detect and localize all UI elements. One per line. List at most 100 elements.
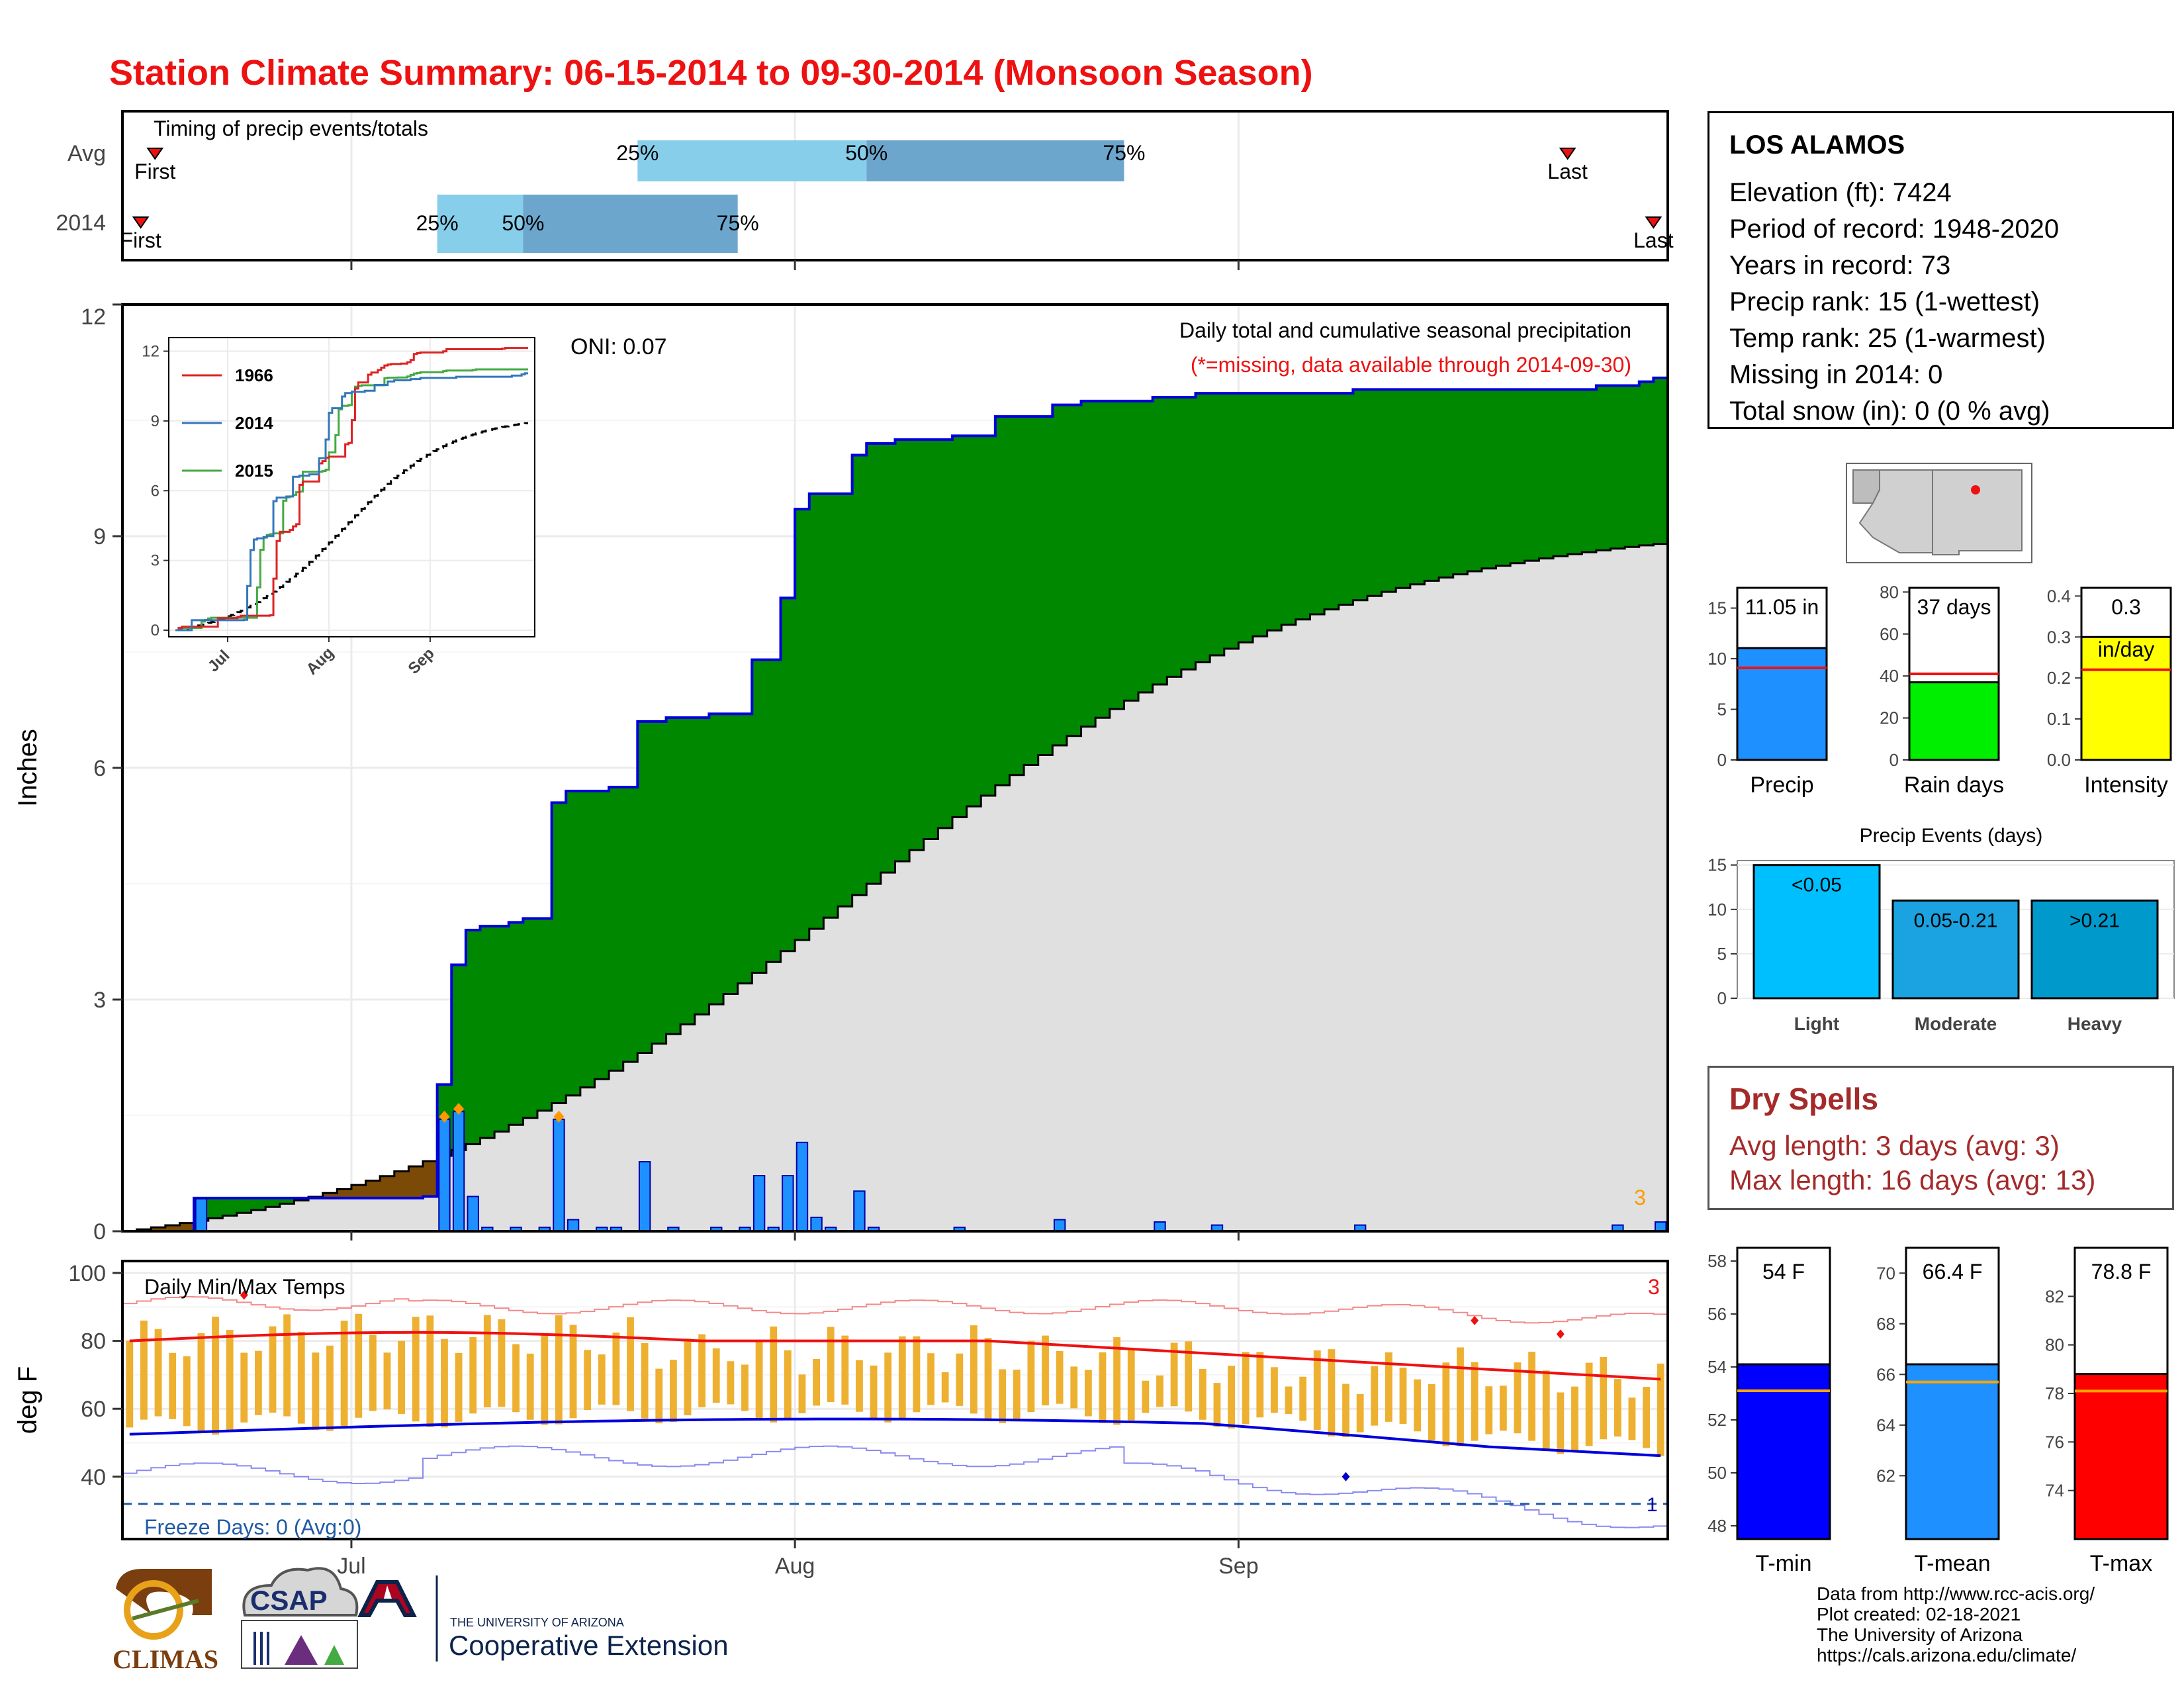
daily-temp-bar <box>169 1352 177 1419</box>
main-ytick-label: 3 <box>93 988 106 1013</box>
temp-summary-tick-label: 54 <box>1707 1357 1727 1377</box>
record-marker-icon <box>553 1110 565 1123</box>
daily-temp-bar <box>355 1313 363 1418</box>
timing-marker-icon <box>1645 216 1662 229</box>
above-avg-segment <box>1295 393 1311 620</box>
daily-temp-bar <box>512 1344 520 1413</box>
daily-temp-bar <box>1228 1366 1235 1429</box>
daily-temp-bar <box>1256 1352 1264 1418</box>
above-avg-segment <box>752 659 767 973</box>
timing-last-label: Last <box>1633 228 1674 252</box>
daily-temp-bar <box>655 1368 663 1424</box>
university-of-arizona-logo: THE UNIVERSITY OF ARIZONA Cooperative Ex… <box>357 1575 729 1662</box>
daily-temp-bar <box>555 1315 563 1425</box>
above-avg-segment <box>1639 381 1654 545</box>
daily-precip-bar <box>452 1111 465 1232</box>
below-avg-segment <box>322 1193 338 1198</box>
below-avg-segment <box>423 1161 438 1197</box>
summary-bar-tick-label: 0.1 <box>2047 709 2071 729</box>
daily-temp-bar <box>326 1345 334 1431</box>
timing-marker-icon <box>1559 148 1576 160</box>
credit-line: Plot created: 02-18-2021 <box>1817 1604 2021 1624</box>
daily-precip-bar <box>467 1196 479 1232</box>
timing-bar-50-75 <box>523 195 738 253</box>
summary-bar-tick-label: 0.4 <box>2047 586 2071 606</box>
dry-spells-title: Dry Spells <box>1729 1082 1878 1116</box>
above-avg-segment <box>852 455 867 896</box>
summary-bar-tick-label: 0 <box>1889 750 1899 770</box>
above-avg-segment <box>580 791 596 1088</box>
temp-xtick-label: Jul <box>337 1554 365 1579</box>
temp-record-marker-icon <box>1556 1329 1565 1339</box>
temp-record-marker-icon <box>1471 1315 1479 1325</box>
summary-bar-tick-label: 80 <box>1880 582 1899 602</box>
above-avg-segment <box>1253 393 1268 637</box>
timing-bar-50-75 <box>866 140 1124 181</box>
avg-cumulative-line <box>122 543 1668 1233</box>
summary-bars: 0 5 10 15 11.05 in Precip 0 20 40 60 80 37 days Rain… <box>1707 582 2172 798</box>
temperature-summary-bars: 48 50 52 54 56 58 54 F T-min 62 64 66 68 70 66.4 F T-m… <box>1707 1246 2169 1576</box>
above-avg-segment <box>236 1197 252 1213</box>
daily-temp-bar <box>913 1336 921 1413</box>
daily-temp-bar <box>183 1356 191 1427</box>
dry-spells-box: Dry Spells Avg length: 3 days (avg: 3) M… <box>1707 1066 2174 1210</box>
daily-temp-bar <box>226 1330 234 1431</box>
daily-precip-bar <box>195 1198 208 1232</box>
above-avg-segment <box>895 440 910 862</box>
events-tick-label: 0 <box>1717 988 1727 1008</box>
main-ytick-label: 0 <box>93 1219 106 1244</box>
daily-temp-bar <box>884 1352 892 1423</box>
temp-ytick-label: 40 <box>81 1465 106 1490</box>
temp-xtick-label: Aug <box>775 1554 815 1579</box>
above-avg-segment <box>737 714 752 984</box>
above-avg-segment <box>1167 397 1182 677</box>
above-avg-segment <box>680 718 696 1025</box>
above-avg-segment <box>1396 389 1411 588</box>
timing-panel: Timing of precip events/totals Avg 2014 … <box>56 110 1674 270</box>
station-elevation: Elevation (ft): 7424 <box>1729 178 1952 207</box>
daily-temp-bar <box>1557 1392 1565 1454</box>
daily-temp-bar <box>1313 1350 1321 1430</box>
summary-bar-tick-label: 0.3 <box>2047 627 2071 647</box>
temp-summary-label: T-min <box>1756 1551 1812 1576</box>
timing-row-2014: 2014 <box>56 211 106 236</box>
timing-pct-label: 25% <box>616 141 659 165</box>
above-avg-segment <box>523 918 538 1118</box>
daily-temp-bar <box>741 1364 749 1411</box>
timing-first-label: First <box>120 228 161 252</box>
daily-temp-bar <box>927 1353 934 1405</box>
daily-temp-bar <box>1127 1349 1135 1421</box>
daily-temp-bar <box>455 1352 463 1422</box>
daily-temp-bar <box>770 1326 778 1423</box>
record-marker-icon <box>439 1110 450 1123</box>
above-avg-segment <box>1510 389 1525 563</box>
temp-summary-bar <box>2073 1373 2169 1540</box>
daily-temp-bar <box>1485 1386 1493 1434</box>
temp-summary-tick-label: 70 <box>1876 1263 1895 1283</box>
above-avg-segment <box>1424 389 1439 581</box>
temp-summary-tick-label: 58 <box>1707 1251 1727 1271</box>
below-avg-segment <box>179 1223 195 1231</box>
above-avg-segment <box>1124 400 1139 701</box>
daily-temp-bar <box>598 1354 606 1405</box>
daily-temp-bar <box>1356 1393 1364 1432</box>
daily-temp-bar <box>784 1350 792 1421</box>
temp-summary-tick-label: 52 <box>1707 1410 1727 1430</box>
timing-first-label: First <box>134 160 175 183</box>
above-avg-segment <box>1238 393 1253 643</box>
inset-ytick-label: 9 <box>151 412 159 430</box>
daily-temp-bar <box>1342 1383 1349 1438</box>
daily-temp-bar <box>1070 1366 1078 1409</box>
above-avg-segment <box>780 598 796 951</box>
above-avg-segment <box>1367 389 1383 596</box>
daily-temp-bar <box>870 1365 878 1419</box>
daily-temp-bar <box>283 1314 291 1417</box>
above-avg-segment <box>451 964 467 1150</box>
above-avg-segment <box>1524 389 1540 561</box>
credit-line: Data from http://www.rcc-acis.org/ <box>1817 1583 2095 1604</box>
inset-line-1966 <box>175 347 528 632</box>
above-avg-segment <box>1081 400 1096 727</box>
temp-record-marker-icon <box>240 1290 248 1300</box>
daily-temp-bar <box>1013 1370 1021 1420</box>
daily-temp-bar <box>1156 1375 1163 1407</box>
